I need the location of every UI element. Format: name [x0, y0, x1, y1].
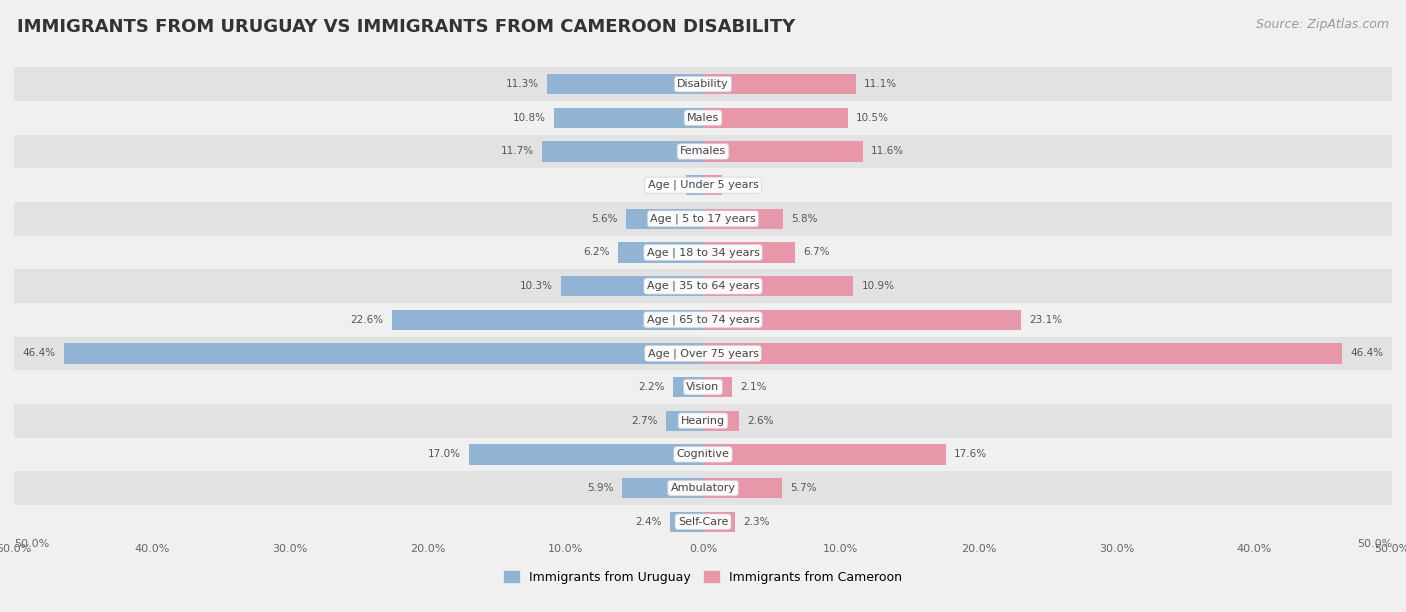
- Text: 11.3%: 11.3%: [506, 79, 538, 89]
- Bar: [703, 276, 853, 296]
- Text: Age | Over 75 years: Age | Over 75 years: [648, 348, 758, 359]
- Text: 2.1%: 2.1%: [740, 382, 766, 392]
- Text: 50.0%: 50.0%: [1357, 539, 1392, 548]
- Text: Cognitive: Cognitive: [676, 449, 730, 460]
- Bar: [703, 512, 735, 532]
- Bar: [703, 411, 738, 431]
- Bar: [703, 74, 856, 94]
- Text: IMMIGRANTS FROM URUGUAY VS IMMIGRANTS FROM CAMEROON DISABILITY: IMMIGRANTS FROM URUGUAY VS IMMIGRANTS FR…: [17, 18, 796, 36]
- Bar: [672, 377, 703, 397]
- Bar: [703, 444, 945, 465]
- Bar: [561, 276, 703, 296]
- Text: Vision: Vision: [686, 382, 720, 392]
- Text: 10.9%: 10.9%: [862, 281, 894, 291]
- Text: Self-Care: Self-Care: [678, 517, 728, 527]
- Bar: [14, 236, 1392, 269]
- Text: 46.4%: 46.4%: [22, 348, 55, 359]
- Bar: [392, 310, 703, 330]
- Bar: [14, 370, 1392, 404]
- Bar: [14, 438, 1392, 471]
- Bar: [703, 377, 733, 397]
- Text: 2.6%: 2.6%: [747, 416, 773, 426]
- Bar: [14, 404, 1392, 438]
- Bar: [703, 175, 723, 195]
- Bar: [703, 242, 796, 263]
- Text: Hearing: Hearing: [681, 416, 725, 426]
- Bar: [703, 310, 1021, 330]
- Text: 2.7%: 2.7%: [631, 416, 658, 426]
- Text: Age | 35 to 64 years: Age | 35 to 64 years: [647, 281, 759, 291]
- Bar: [547, 74, 703, 94]
- Bar: [703, 478, 782, 498]
- Text: 6.7%: 6.7%: [804, 247, 830, 258]
- Text: Females: Females: [681, 146, 725, 157]
- Text: Age | 65 to 74 years: Age | 65 to 74 years: [647, 315, 759, 325]
- Text: 1.2%: 1.2%: [652, 180, 678, 190]
- Bar: [14, 505, 1392, 539]
- Bar: [14, 337, 1392, 370]
- Text: 2.2%: 2.2%: [638, 382, 665, 392]
- Text: Age | 18 to 34 years: Age | 18 to 34 years: [647, 247, 759, 258]
- Bar: [703, 209, 783, 229]
- Bar: [14, 303, 1392, 337]
- Bar: [669, 512, 703, 532]
- Bar: [468, 444, 703, 465]
- Text: Males: Males: [688, 113, 718, 123]
- Text: 50.0%: 50.0%: [14, 539, 49, 548]
- Text: 11.1%: 11.1%: [865, 79, 897, 89]
- Bar: [14, 471, 1392, 505]
- Bar: [686, 175, 703, 195]
- Bar: [14, 202, 1392, 236]
- Text: Source: ZipAtlas.com: Source: ZipAtlas.com: [1256, 18, 1389, 31]
- Bar: [14, 101, 1392, 135]
- Text: Age | 5 to 17 years: Age | 5 to 17 years: [650, 214, 756, 224]
- Text: 5.6%: 5.6%: [591, 214, 617, 224]
- Bar: [626, 209, 703, 229]
- Text: 6.2%: 6.2%: [583, 247, 609, 258]
- Bar: [617, 242, 703, 263]
- Text: 1.4%: 1.4%: [731, 180, 756, 190]
- Bar: [14, 168, 1392, 202]
- Bar: [14, 269, 1392, 303]
- Text: 10.5%: 10.5%: [856, 113, 889, 123]
- Bar: [703, 343, 1343, 364]
- Text: 2.4%: 2.4%: [636, 517, 662, 527]
- Text: 11.7%: 11.7%: [501, 146, 533, 157]
- Text: 10.8%: 10.8%: [513, 113, 546, 123]
- Text: 23.1%: 23.1%: [1029, 315, 1063, 325]
- Bar: [554, 108, 703, 128]
- Bar: [703, 141, 863, 162]
- Text: 22.6%: 22.6%: [350, 315, 384, 325]
- Text: Ambulatory: Ambulatory: [671, 483, 735, 493]
- Text: 5.7%: 5.7%: [790, 483, 817, 493]
- Bar: [621, 478, 703, 498]
- Text: 5.9%: 5.9%: [586, 483, 613, 493]
- Bar: [703, 108, 848, 128]
- Legend: Immigrants from Uruguay, Immigrants from Cameroon: Immigrants from Uruguay, Immigrants from…: [499, 566, 907, 589]
- Bar: [14, 135, 1392, 168]
- Text: Disability: Disability: [678, 79, 728, 89]
- Text: Age | Under 5 years: Age | Under 5 years: [648, 180, 758, 190]
- Bar: [541, 141, 703, 162]
- Text: 11.6%: 11.6%: [872, 146, 904, 157]
- Text: 2.3%: 2.3%: [742, 517, 769, 527]
- Text: 5.8%: 5.8%: [792, 214, 818, 224]
- Text: 17.6%: 17.6%: [953, 449, 987, 460]
- Bar: [63, 343, 703, 364]
- Text: 46.4%: 46.4%: [1351, 348, 1384, 359]
- Bar: [666, 411, 703, 431]
- Text: 17.0%: 17.0%: [427, 449, 461, 460]
- Bar: [14, 67, 1392, 101]
- Text: 10.3%: 10.3%: [520, 281, 553, 291]
